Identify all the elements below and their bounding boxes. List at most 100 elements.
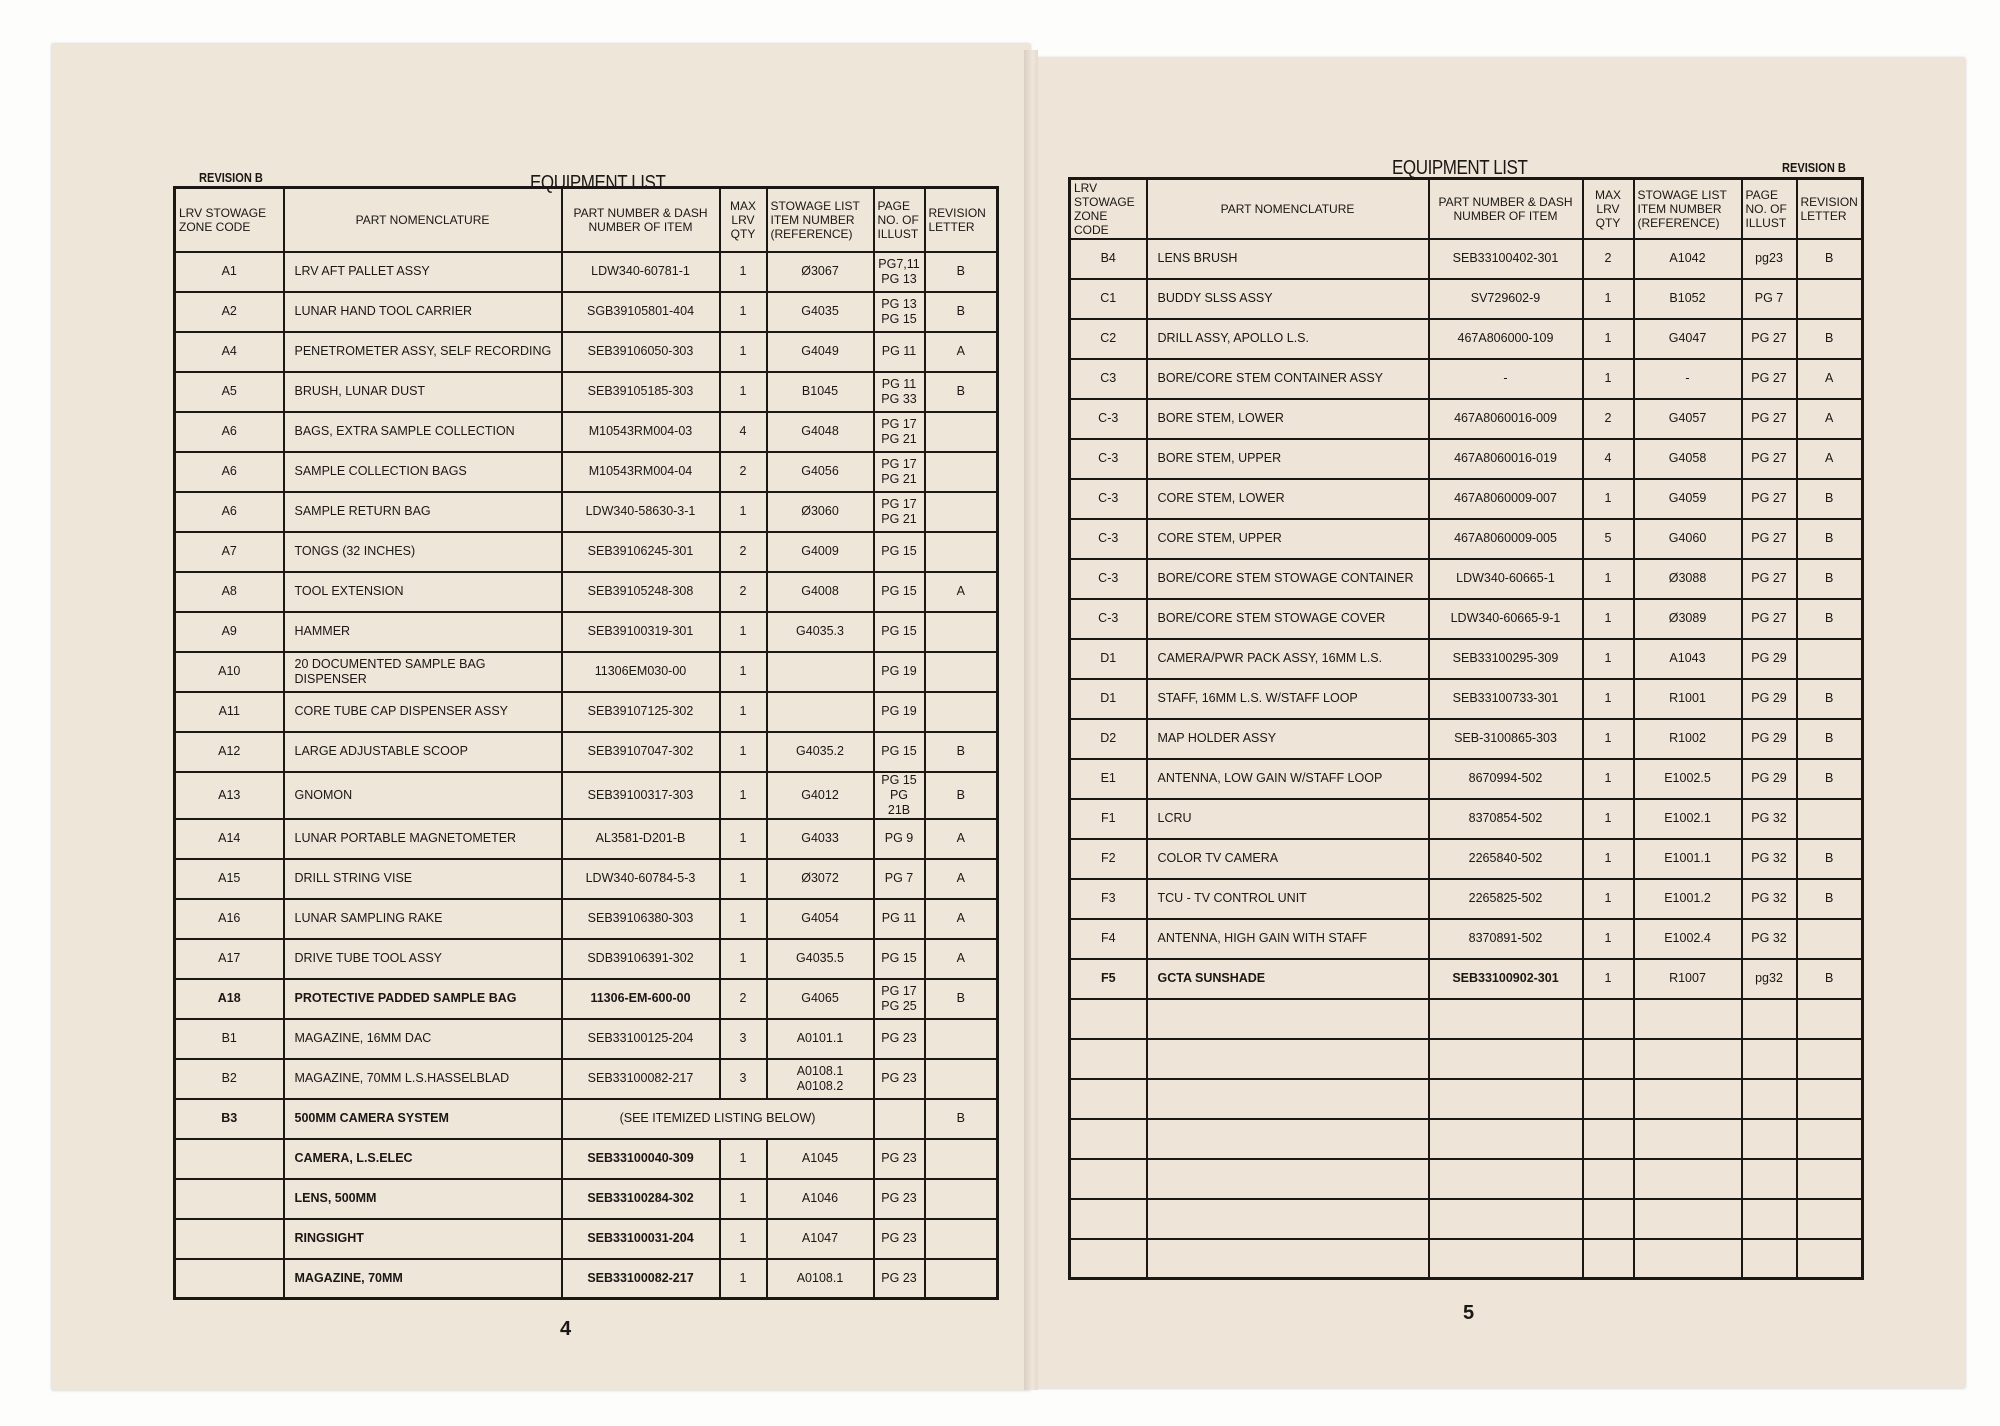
cell-stow: B1045 <box>765 370 875 413</box>
cell-stow: E1001.2 <box>1632 877 1743 920</box>
cell-stow: G4009 <box>765 530 875 573</box>
header-part-nomenclature: PART NOMENCLATURE <box>1145 177 1430 240</box>
cell-zone: A6 <box>173 490 285 533</box>
cell-stow: E1002.1 <box>1632 797 1743 840</box>
cell-part <box>1427 1157 1584 1200</box>
left-equipment-table: LRV STOWAGE ZONE CODE PART NOMENCLATURE PA… <box>173 186 999 1300</box>
cell-part: 467A8060009-005 <box>1427 517 1584 560</box>
cell-part: SEB39107047-302 <box>560 730 721 773</box>
cell-qty: 1 <box>1581 477 1635 520</box>
cell-part <box>1427 1037 1584 1080</box>
cell-zone: B4 <box>1068 237 1148 280</box>
cell-stow <box>765 690 875 733</box>
cell-zone: F4 <box>1068 917 1148 960</box>
cell-name: LCRU <box>1145 797 1430 840</box>
cell-stow: G4033 <box>765 817 875 860</box>
cell-qty: 3 <box>718 1017 768 1060</box>
table-row: E1 ANTENNA, LOW GAIN W/STAFF LOOP 8670994-… <box>1068 757 1864 800</box>
cell-name: 500MM CAMERA SYSTEM <box>282 1097 563 1140</box>
table-row: A12 LARGE ADJUSTABLE SCOOP SEB39107047-302… <box>173 730 999 773</box>
cell-rev <box>923 1017 999 1060</box>
cell-zone: C2 <box>1068 317 1148 360</box>
cell-part: LDW340-60781-1 <box>560 250 721 293</box>
table-row: A14 LUNAR PORTABLE MAGNETOMETER AL3581-D20… <box>173 817 999 860</box>
cell-name <box>1145 1157 1430 1200</box>
cell-rev: B <box>1795 677 1864 720</box>
cell-zone: A12 <box>173 730 285 773</box>
cell-name: DRIVE TUBE TOOL ASSY <box>282 937 563 980</box>
cell-rev: B <box>1795 517 1864 560</box>
cell-page: PG 17 PG 21 <box>872 490 926 533</box>
cell-page: PG 23 <box>872 1137 926 1180</box>
cell-page <box>1740 1197 1798 1240</box>
cell-zone: C-3 <box>1068 557 1148 600</box>
cell-name: CORE STEM, UPPER <box>1145 517 1430 560</box>
cell-rev <box>1795 637 1864 680</box>
cell-page: PG 15 <box>872 610 926 653</box>
table-row <box>1068 1037 1864 1080</box>
cell-rev: A <box>1795 437 1864 480</box>
cell-qty: 1 <box>1581 837 1635 880</box>
cell-page: PG 27 <box>1740 597 1798 640</box>
cell-part: M10543RM004-03 <box>560 410 721 453</box>
cell-qty: 2 <box>1581 237 1635 280</box>
cell-stow: G4035.2 <box>765 730 875 773</box>
cell-part: SEB39105185-303 <box>560 370 721 413</box>
cell-zone <box>1068 1157 1148 1200</box>
cell-zone: A1 <box>173 250 285 293</box>
cell-name: LRV AFT PALLET ASSY <box>282 250 563 293</box>
cell-zone: C3 <box>1068 357 1148 400</box>
cell-stow: Ø3089 <box>1632 597 1743 640</box>
cell-part: SEB39107125-302 <box>560 690 721 733</box>
cell-page: PG 15 <box>872 530 926 573</box>
table-row: A18 PROTECTIVE PADDED SAMPLE BAG 11306-EM-… <box>173 977 999 1020</box>
cell-name: BORE STEM, UPPER <box>1145 437 1430 480</box>
cell-stow: E1002.4 <box>1632 917 1743 960</box>
cell-stow: Ø3067 <box>765 250 875 293</box>
cell-rev: B <box>1795 317 1864 360</box>
cell-name: MAGAZINE, 70MM L.S.HASSELBLAD <box>282 1057 563 1100</box>
cell-page: PG 23 <box>872 1057 926 1100</box>
header-revision-letter: REVISION LETTER <box>923 186 999 253</box>
table-row: CAMERA, L.S.ELEC SEB33100040-309 1 A1045 PG … <box>173 1137 999 1180</box>
cell-stow: G4035.3 <box>765 610 875 653</box>
cell-name: 20 DOCUMENTED SAMPLE BAG DISPENSER <box>282 650 563 693</box>
table-row <box>1068 1157 1864 1200</box>
cell-qty: 1 <box>1581 877 1635 920</box>
cell-zone: C-3 <box>1068 477 1148 520</box>
cell-page: PG 32 <box>1740 917 1798 960</box>
cell-rev: A <box>1795 397 1864 440</box>
cell-rev: B <box>923 730 999 773</box>
cell-rev <box>1795 997 1864 1040</box>
header-part-nomenclature: PART NOMENCLATURE <box>282 186 563 253</box>
cell-page: PG 32 <box>1740 877 1798 920</box>
cell-page <box>1740 1037 1798 1080</box>
cell-name: SAMPLE COLLECTION BAGS <box>282 450 563 493</box>
cell-rev <box>923 450 999 493</box>
table-row: A9 HAMMER SEB39100319-301 1 G4035.3 PG 15 <box>173 610 999 653</box>
cell-zone: A5 <box>173 370 285 413</box>
cell-qty: 1 <box>1581 797 1635 840</box>
cell-zone: B2 <box>173 1057 285 1100</box>
right-revision-label: REVISION B <box>1782 160 1846 175</box>
cell-zone: A2 <box>173 290 285 333</box>
cell-qty: 1 <box>718 1177 768 1220</box>
cell-part: 8670994-502 <box>1427 757 1584 800</box>
cell-rev <box>1795 917 1864 960</box>
cell-name: DRILL ASSY, APOLLO L.S. <box>1145 317 1430 360</box>
cell-zone: C-3 <box>1068 597 1148 640</box>
table-row: F5 GCTA SUNSHADE SEB33100902-301 1 R1007 pg32… <box>1068 957 1864 1000</box>
cell-zone: A11 <box>173 690 285 733</box>
cell-zone <box>173 1257 285 1300</box>
cell-qty <box>1581 1237 1635 1280</box>
cell-stow: R1007 <box>1632 957 1743 1000</box>
cell-part <box>1427 1077 1584 1120</box>
cell-rev <box>1795 1117 1864 1160</box>
cell-page: PG 27 <box>1740 397 1798 440</box>
cell-page: PG 23 <box>872 1217 926 1260</box>
cell-stow: A1042 <box>1632 237 1743 280</box>
cell-page: pg32 <box>1740 957 1798 1000</box>
cell-part: SEB33100040-309 <box>560 1137 721 1180</box>
cell-qty: 1 <box>1581 557 1635 600</box>
cell-stow: A1043 <box>1632 637 1743 680</box>
